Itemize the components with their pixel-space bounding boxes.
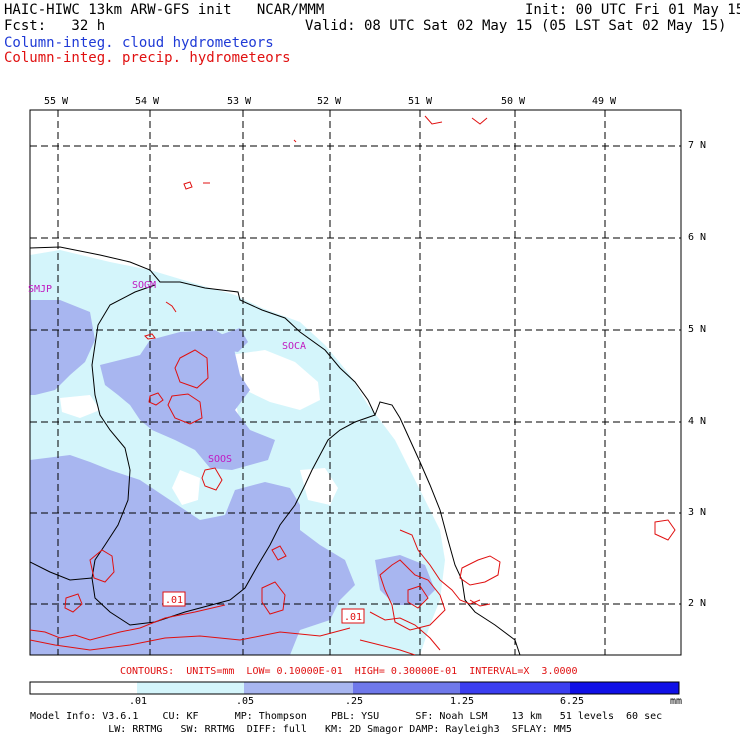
map-title: HAIC-HIWC 13km ARW-GFS init NCAR/MMM [4,2,325,18]
init-time: Init: 00 UTC Fri 01 May 15 [525,2,740,18]
valid-time: Valid: 08 UTC Sat 02 May 15 (05 LST Sat … [305,18,727,34]
lat-label-5n: 5 N [688,324,707,335]
colorbar-tick-5: 6.25 [560,696,585,707]
legend-cloud-label: Column-integ. cloud hydrometeors [4,35,274,51]
lon-label-52w: 52 W [317,96,342,107]
station-soos: SOOS [208,454,232,465]
lon-label-54w: 54 W [135,96,160,107]
lat-label-7n: 7 N [688,140,707,151]
cloud-medium-area [30,300,95,395]
top-axis-ticks [57,110,606,114]
legend-precip-label: Column-integ. precip. hydrometeors [4,50,291,66]
lon-label-53w: 53 W [227,96,252,107]
border-guyana-suriname [91,284,231,626]
colorbar-tick-4: 1.25 [450,696,475,707]
svg-text:.01: .01 [344,612,362,623]
station-smjp: SMJP [28,284,52,295]
station-sogm: SOGM [132,280,156,291]
model-info-line2: LW: RRTMG SW: RRTMG DIFF: full KM: 2D Sm… [30,724,572,735]
lat-label-3n: 3 N [688,507,707,518]
lon-label-50w: 50 W [501,96,526,107]
lat-label-2n: 2 N [688,598,707,609]
lon-label-55w: 55 W [44,96,69,107]
model-info-line1: Model Info: V3.6.1 CU: KF MP: Thompson P… [30,711,663,722]
colorbar [29,681,680,695]
lon-label-51w: 51 W [408,96,433,107]
colorbar-tick-3: .25 [345,696,364,707]
forecast-hour: Fcst: 32 h [4,18,106,34]
colorbar-tick-1: .01 [129,696,148,707]
station-soca: SOCA [282,341,306,352]
lon-label-49w: 49 W [592,96,617,107]
shaded-field [30,250,445,655]
border-suriname-guiana [229,414,376,601]
svg-text:.01: .01 [165,595,183,606]
coastline [30,246,521,655]
colorbar-unit: mm [670,696,683,707]
lat-label-4n: 4 N [688,416,707,427]
colorbar-tick-2: .05 [236,696,255,707]
lat-label-6n: 6 N [688,232,707,243]
contour-label-2: .01 [341,608,365,624]
contour-label-1: .01 [162,591,186,607]
map-frame [29,109,682,656]
contour-info: CONTOURS: UNITS=mm LOW= 0.10000E-01 HIGH… [120,666,578,677]
precip-contours [30,115,676,655]
border-south [30,561,93,581]
coastlines-borders [30,246,521,655]
